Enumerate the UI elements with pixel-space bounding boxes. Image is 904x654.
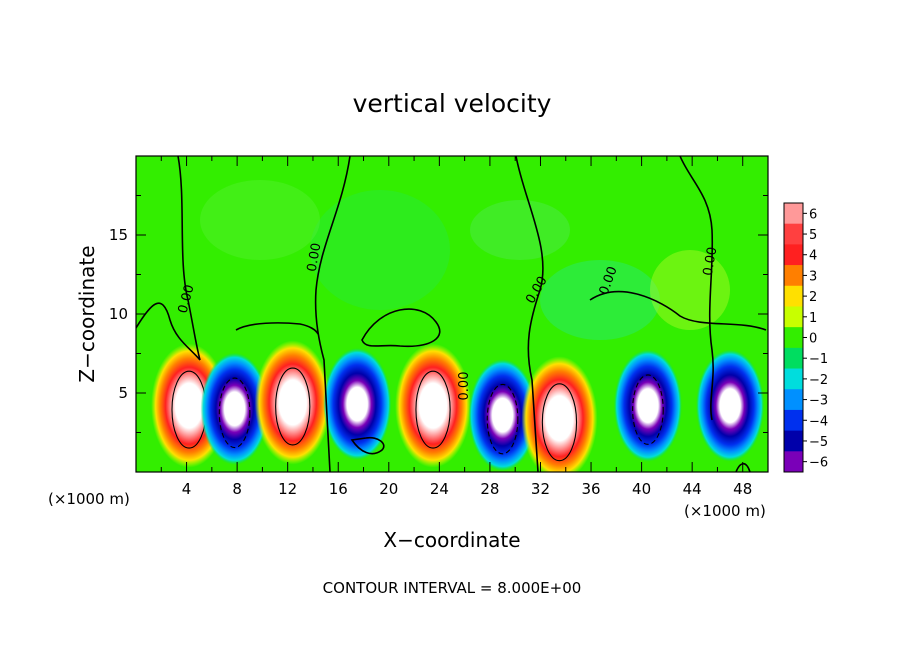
colorbar-swatch bbox=[784, 285, 803, 307]
x-tick-label: 12 bbox=[278, 480, 297, 498]
colorbar-label: 3 bbox=[809, 269, 817, 284]
zero-contour bbox=[361, 308, 441, 348]
colorbar-label: −1 bbox=[809, 352, 828, 367]
colorbar-label: 0 bbox=[809, 332, 817, 347]
plot-area: 0.000.00 0.000.000.000.00 bbox=[136, 156, 768, 472]
x-axis-label: X−coordinate bbox=[383, 528, 520, 552]
colorbar-swatch bbox=[784, 327, 803, 349]
positive-contour bbox=[415, 370, 451, 449]
x-tick-label: 28 bbox=[480, 480, 499, 498]
colorbar-label: 4 bbox=[809, 249, 817, 264]
velocity-cell-3-up bbox=[254, 340, 331, 465]
x-unit-right: (×1000 m) bbox=[684, 502, 766, 520]
colorbar-label: 1 bbox=[809, 311, 817, 326]
colorbar-swatch bbox=[784, 430, 803, 452]
background-variation bbox=[540, 260, 660, 340]
velocity-cell-8-down bbox=[613, 349, 682, 462]
background-variation bbox=[200, 180, 320, 260]
colorbar-label: 2 bbox=[809, 290, 817, 305]
x-tick-label: 16 bbox=[329, 480, 348, 498]
zero-contour bbox=[235, 322, 319, 335]
y-tick-label: 10 bbox=[109, 305, 128, 323]
colorbar-swatch bbox=[784, 389, 803, 411]
zero-contour bbox=[177, 156, 201, 361]
colorbar-swatch bbox=[784, 265, 803, 287]
contour-lines bbox=[136, 156, 767, 472]
contour-label: 0.00 bbox=[701, 246, 721, 277]
colorbar-swatch bbox=[784, 203, 803, 225]
zero-contour bbox=[515, 156, 544, 472]
colorbar-swatch bbox=[784, 368, 803, 390]
y-axis-label: Z−coordinate bbox=[75, 245, 99, 382]
zero-contour bbox=[350, 436, 385, 455]
colorbar-swatch bbox=[784, 223, 803, 245]
velocity-cell-4-down bbox=[323, 348, 392, 461]
colorbar-swatch bbox=[784, 409, 803, 432]
x-tick-label: 40 bbox=[632, 480, 651, 498]
colorbar-swatch bbox=[784, 347, 803, 370]
colorbar-swatch bbox=[784, 244, 803, 266]
zero-contour bbox=[589, 290, 767, 331]
y-tick-label: 15 bbox=[109, 226, 128, 244]
velocity-cell-7-up bbox=[521, 356, 598, 472]
positive-contour bbox=[275, 367, 311, 446]
x-tick-label: 24 bbox=[430, 480, 449, 498]
contour-label: 0.00 bbox=[176, 283, 198, 315]
colorbar: 6 5 4 3 2 1 0 −1 −2 −3 −4 −5 −6 bbox=[783, 202, 828, 473]
colorbar-label: −4 bbox=[809, 414, 828, 429]
contour-label: 0.00 bbox=[457, 372, 472, 401]
colorbar-label: −3 bbox=[809, 394, 828, 409]
negative-contour bbox=[218, 377, 251, 449]
contour-interval-note: CONTOUR INTERVAL = 8.000E+00 bbox=[323, 579, 582, 597]
x-tick-label: 8 bbox=[232, 480, 242, 498]
background-variation bbox=[470, 200, 570, 260]
y-tick-label: 5 bbox=[118, 384, 128, 402]
x-tick-label: 32 bbox=[531, 480, 550, 498]
negative-contour bbox=[486, 383, 519, 455]
velocity-cell-2-down bbox=[200, 352, 269, 465]
velocity-cells bbox=[136, 156, 768, 472]
colorbar-label: −5 bbox=[809, 435, 828, 450]
x-tick-label: 4 bbox=[182, 480, 192, 498]
velocity-cell-5-up bbox=[395, 343, 472, 468]
contour-label: 0.00 bbox=[305, 242, 325, 273]
negative-contour bbox=[632, 374, 664, 445]
colorbar-label: 6 bbox=[809, 207, 817, 222]
zero-contour bbox=[136, 302, 201, 361]
x-axis-ticks: 4 8 12 16 20 24 28 32 36 40 44 48 bbox=[160, 156, 752, 498]
colorbar-label: 5 bbox=[809, 228, 817, 243]
x-tick-label: 36 bbox=[581, 480, 600, 498]
y-axis-ticks: 5 10 15 bbox=[109, 195, 768, 433]
velocity-cell-6-down bbox=[468, 359, 537, 472]
zero-contour bbox=[679, 156, 714, 421]
chart-title: vertical velocity bbox=[353, 89, 552, 118]
x-tick-label: 44 bbox=[683, 480, 702, 498]
zero-contour bbox=[314, 156, 351, 472]
colorbar-label: −6 bbox=[809, 456, 828, 471]
x-unit-left: (×1000 m) bbox=[48, 490, 130, 508]
velocity-cell-9-down bbox=[696, 349, 765, 462]
x-tick-label: 20 bbox=[379, 480, 398, 498]
colorbar-swatch bbox=[784, 451, 803, 473]
colorbar-label: −2 bbox=[809, 373, 828, 388]
positive-contour bbox=[541, 383, 578, 462]
colorbar-swatch bbox=[784, 306, 803, 328]
x-tick-label: 48 bbox=[733, 480, 752, 498]
background-variation bbox=[310, 190, 450, 310]
